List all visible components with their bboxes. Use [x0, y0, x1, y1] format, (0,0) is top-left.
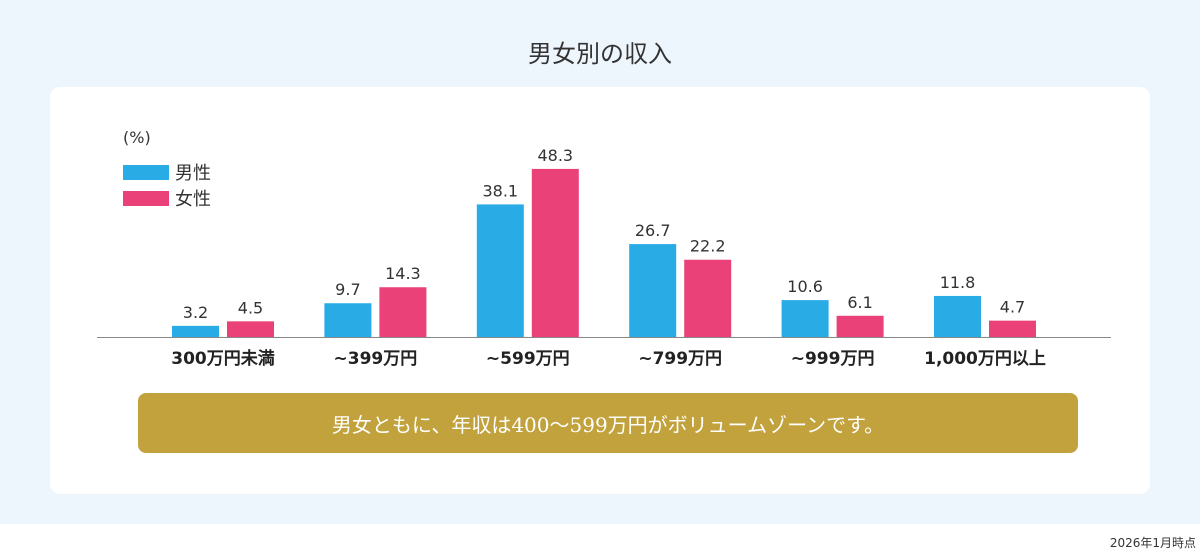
value-label-female-3: 22.2 [690, 237, 726, 256]
value-label-male-4: 10.6 [787, 277, 823, 296]
bar-male-4 [781, 300, 829, 337]
value-label-male-1: 9.7 [335, 280, 360, 299]
callout-banner: 男女ともに、年収は400～599万円がボリュームゾーンです。 [138, 393, 1078, 453]
category-label-0: 300万円未満 [171, 348, 275, 369]
legend-item-female: 女性 [123, 185, 211, 211]
category-label-4: ~999万円 [791, 349, 875, 369]
footnote-date: 2026年1月時点 [1109, 536, 1196, 550]
bar-female-4 [836, 315, 884, 337]
value-label-female-2: 48.3 [537, 146, 573, 165]
bar-male-2 [476, 204, 524, 337]
category-label-2: ~599万円 [486, 349, 570, 369]
legend-swatch-female [123, 190, 169, 206]
bar-male-1 [324, 303, 372, 337]
unit-label: (%) [123, 128, 151, 147]
bar-male-0 [172, 325, 219, 337]
legend-label-female: 女性 [175, 189, 211, 210]
callout-text: 男女ともに、年収は400～599万円がボリュームゾーンです。 [331, 412, 885, 437]
legend-label-male: 男性 [175, 163, 211, 184]
value-label-female-5: 4.7 [1000, 298, 1025, 317]
bar-female-0 [227, 321, 274, 337]
value-label-male-0: 3.2 [183, 303, 208, 322]
value-label-male-3: 26.7 [635, 221, 671, 240]
bar-female-3 [684, 259, 732, 337]
legend-swatch-male [123, 164, 169, 180]
category-label-5: 1,000万円以上 [924, 349, 1046, 369]
value-label-female-0: 4.5 [238, 298, 263, 317]
bar-male-3 [629, 244, 677, 337]
value-label-male-2: 38.1 [482, 181, 518, 200]
value-label-male-5: 11.8 [940, 273, 976, 292]
bar-female-5 [989, 320, 1036, 337]
bar-female-1 [379, 287, 427, 337]
legend-item-male: 男性 [123, 159, 211, 185]
category-label-3: ~799万円 [638, 349, 722, 369]
category-label-1: ~399万円 [334, 349, 418, 369]
chart-title: 男女別の収入 [528, 40, 672, 68]
bar-female-2 [531, 168, 579, 337]
bar-male-5 [934, 295, 981, 337]
value-label-female-4: 6.1 [847, 293, 872, 312]
value-label-female-1: 14.3 [385, 264, 421, 283]
